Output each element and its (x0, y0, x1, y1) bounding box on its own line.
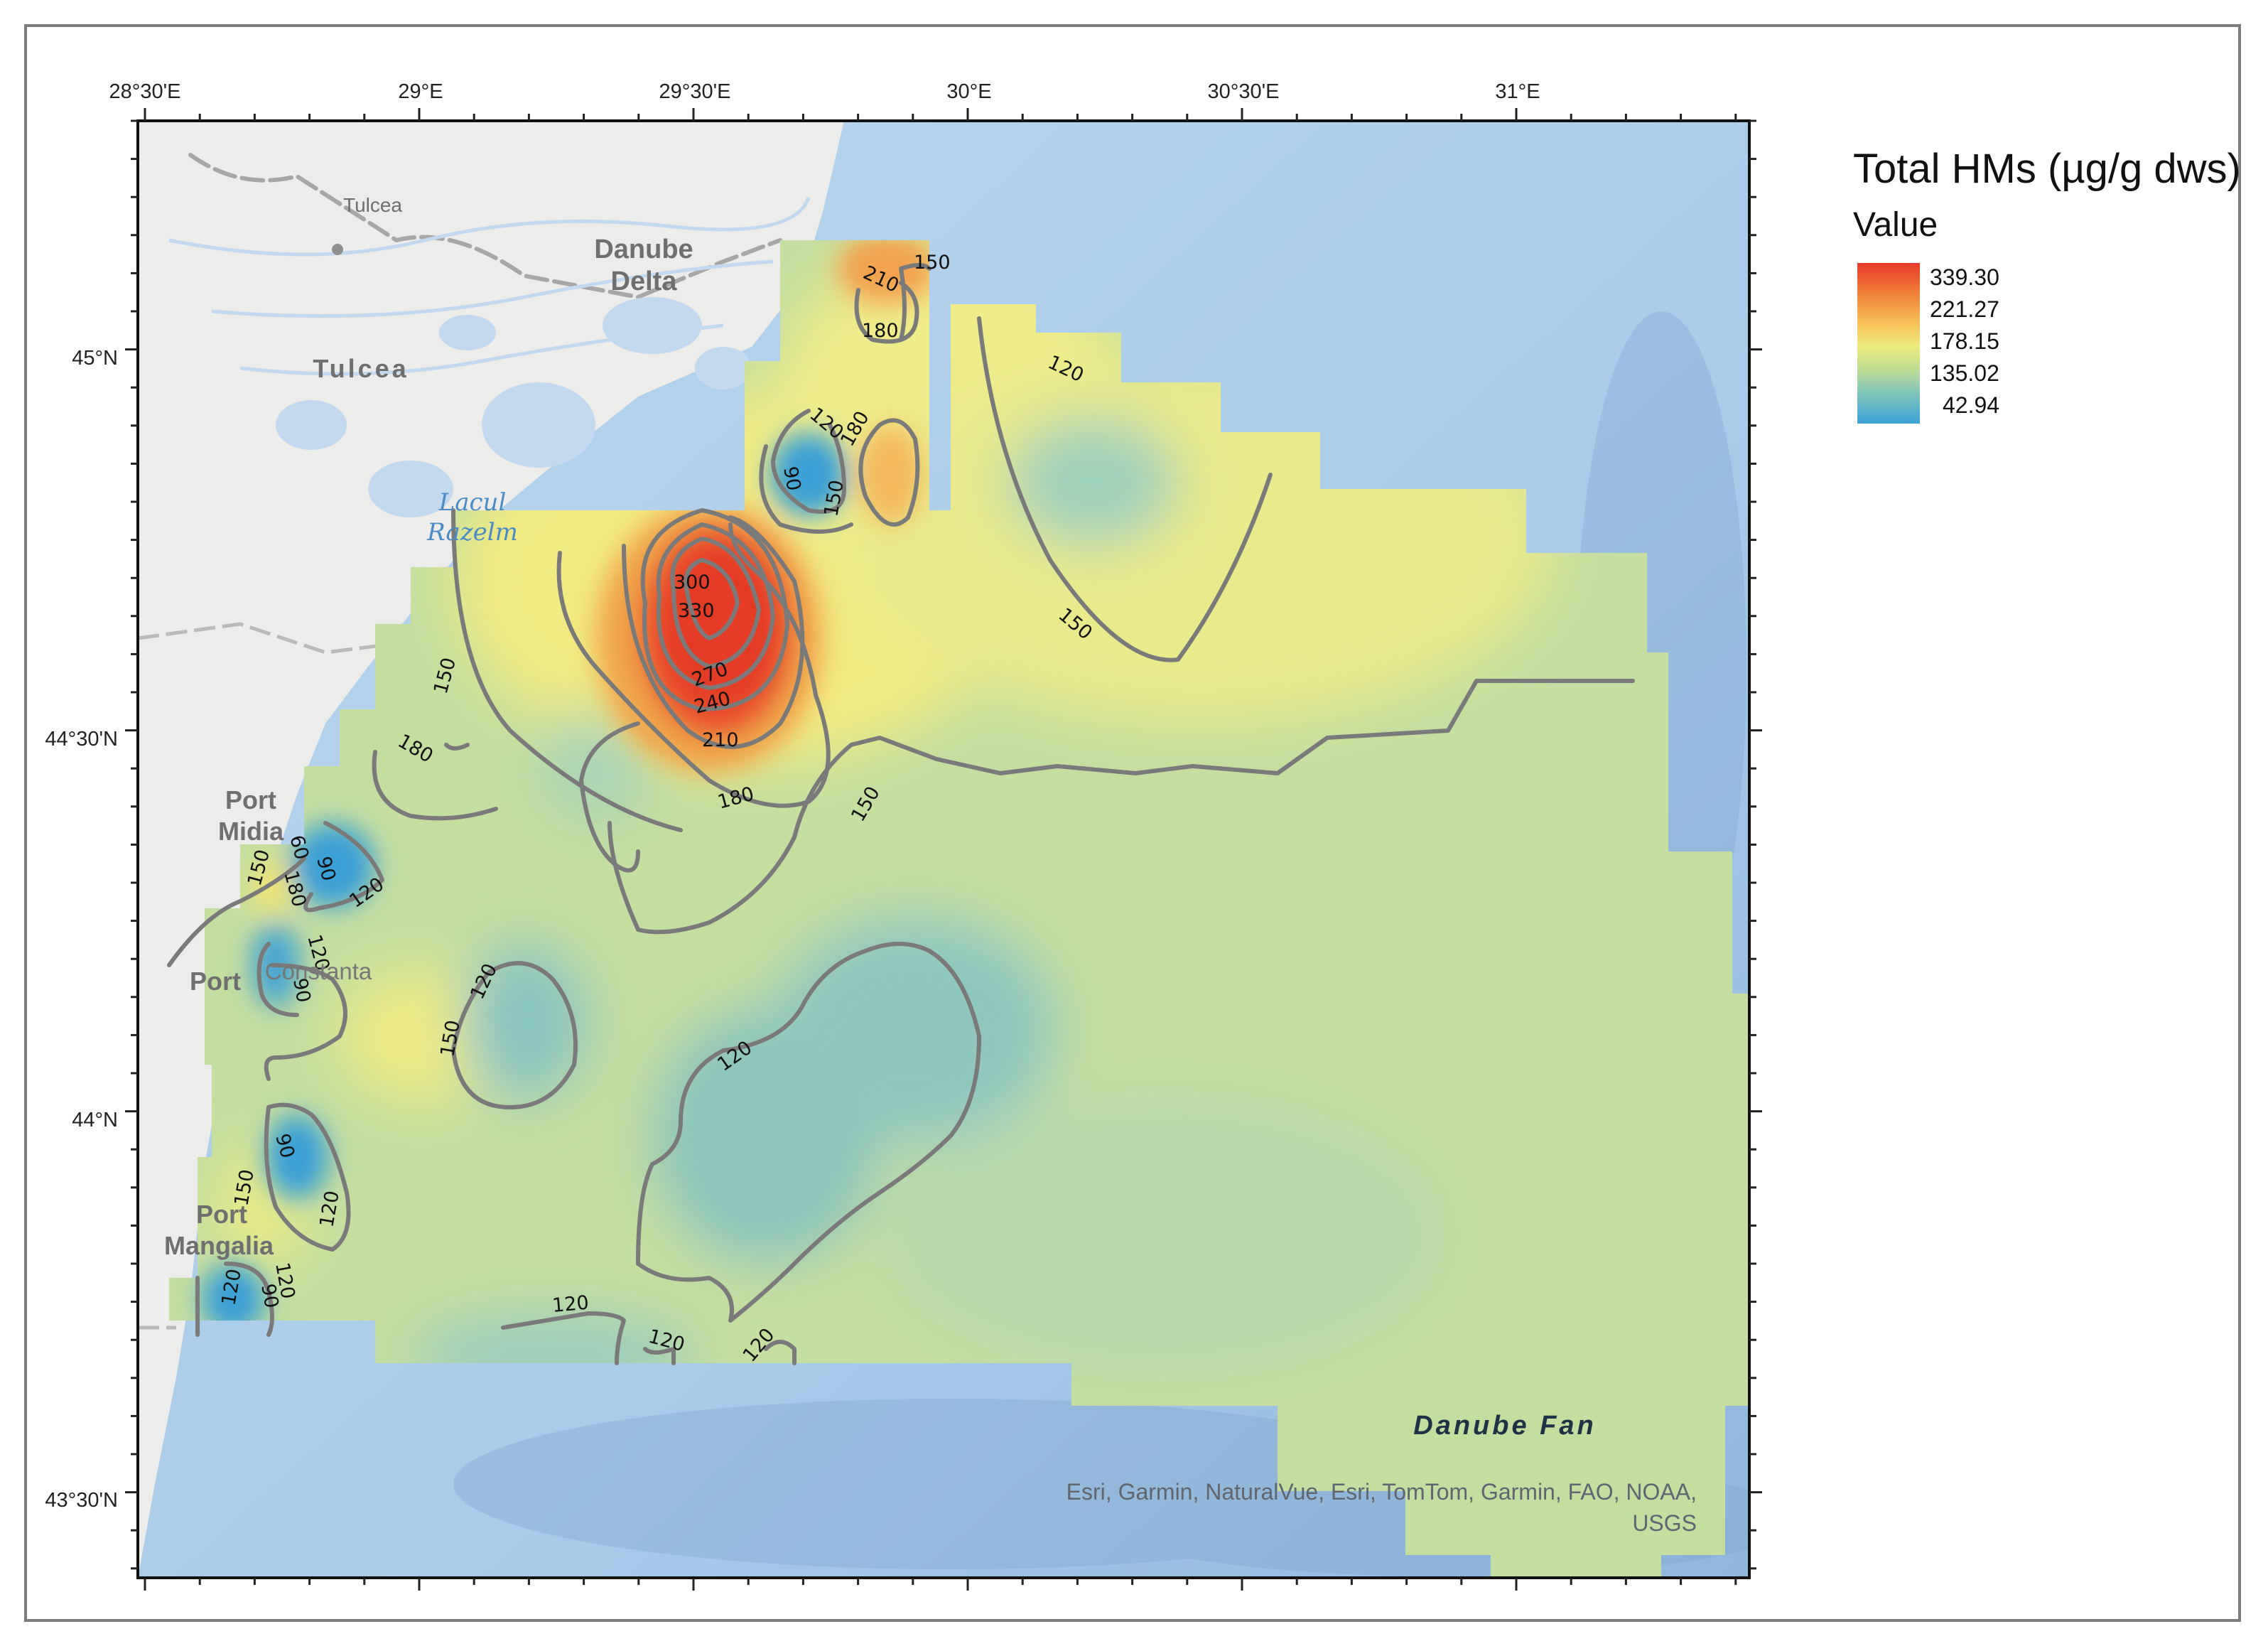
lon-label: 29°30'E (659, 80, 731, 103)
lat-label: 44°N (72, 1109, 118, 1131)
legend-value: 42.94 (1943, 392, 2000, 418)
lon-label: 28°30'E (109, 80, 181, 103)
graticule-ticks (125, 108, 1762, 1591)
legend-title: Total HMs (µg/g dws) (1853, 146, 2241, 192)
contour-lines (167, 263, 1635, 1365)
legend: Total HMs (µg/g dws) Value 339.30 221.27… (1853, 145, 2268, 424)
attribution: Esri, Garmin, NaturalVue, Esri, TomTom, … (1066, 1479, 1697, 1536)
lon-label: 31°E (1495, 80, 1540, 103)
map-neatline (136, 119, 1751, 1579)
port-mangalia-label-1: Port (196, 1200, 247, 1229)
legend-value: 178.15 (1930, 328, 1999, 354)
lacul-label-2: Razelm (426, 518, 518, 547)
port-midia-label-2: Midia (218, 817, 284, 846)
lon-label: 30°30'E (1208, 80, 1280, 103)
lat-label: 44°30'N (45, 728, 118, 751)
danube-delta-label-2: Delta (611, 267, 678, 296)
legend-subtitle: Value (1853, 206, 1938, 244)
top-axis-labels: 28°30'E 29°E 29°30'E 30°E 30°30'E 31°E (109, 80, 1540, 103)
lat-label: 45°N (72, 347, 118, 370)
contour-label: 90 (779, 465, 804, 493)
lacul-label-1: Lacul (438, 488, 507, 517)
contour-label: 180 (862, 320, 899, 342)
contour-label: 90 (288, 977, 314, 1004)
legend-value: 339.30 (1930, 264, 1999, 290)
contour-label: 330 (678, 600, 715, 622)
place-labels: Tulcea Danube Delta Tulcea Lacul Razelm … (164, 194, 1596, 1441)
contour-label: 120 (551, 1292, 590, 1317)
tulcea-county-label: Tulcea (313, 354, 409, 383)
lat-label: 43°30'N (45, 1489, 118, 1512)
contour-label: 150 (914, 252, 951, 274)
lon-label: 30°E (946, 80, 991, 103)
map-canvas[interactable]: 210 150 180 120 120 180 90 150 300 330 2… (27, 27, 2244, 1625)
map-frame: 210 150 180 120 120 180 90 150 300 330 2… (24, 24, 2241, 1622)
contour-label: 300 (674, 571, 711, 593)
legend-value: 221.27 (1930, 296, 1999, 322)
port-constanta-label-1: Port (190, 967, 241, 996)
contour-label: 90 (256, 1282, 282, 1310)
danube-delta-label-1: Danube (594, 235, 693, 264)
danube-fan-label: Danube Fan (1413, 1411, 1596, 1441)
contour-labels: 210 150 180 120 120 180 90 150 300 330 2… (217, 252, 1096, 1366)
port-constanta-label-2: Constanta (265, 958, 372, 984)
legend-color-ramp (1857, 263, 1920, 424)
port-midia-label-1: Port (225, 785, 276, 814)
attribution-line-2: USGS (1632, 1510, 1697, 1536)
port-mangalia-label-2: Mangalia (164, 1231, 274, 1260)
contour-label: 210 (702, 729, 739, 751)
attribution-line-1: Esri, Garmin, NaturalVue, Esri, TomTom, … (1066, 1479, 1697, 1505)
lon-label: 29°E (398, 80, 443, 103)
legend-value: 135.02 (1930, 360, 1999, 386)
tulcea-city-label: Tulcea (343, 194, 402, 216)
left-axis-labels: 45°N 44°30'N 44°N 43°30'N (45, 347, 118, 1512)
